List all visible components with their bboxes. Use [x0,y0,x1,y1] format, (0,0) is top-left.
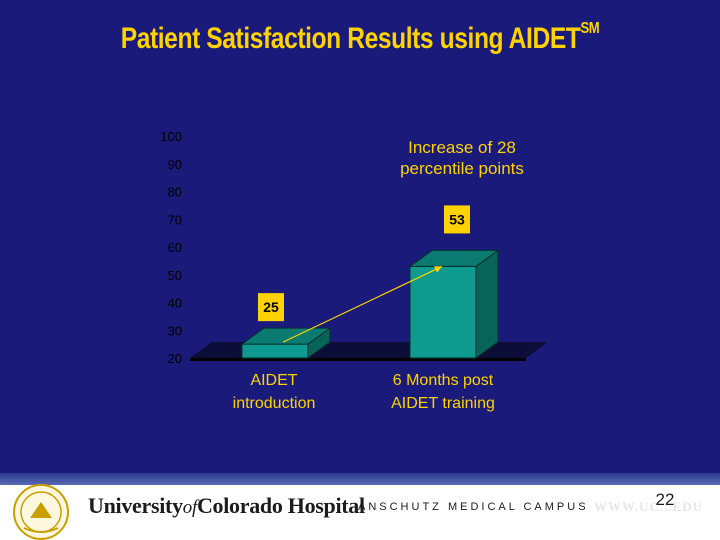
data-label: 53 [449,211,465,227]
y-tick-label: 60 [168,240,182,255]
data-label-box [444,205,470,234]
slide-title: Patient Satisfaction Results using AIDET… [65,20,655,56]
bar-chart: 20 30 40 50 60 70 80 90 100 25 53 AIDET introduction… [160,129,548,412]
category-label: AIDET training [391,395,495,412]
data-label: 25 [263,299,279,315]
campus-name: ANSCHUTZ MEDICAL CAMPUS [358,501,589,513]
slide-background [0,0,720,473]
hospital-wordmark: UniversityofColorado Hospital [88,493,365,519]
hospital-name-part1: University [88,493,183,518]
bar-top [408,249,500,267]
data-label-box [258,293,284,322]
footer-band [0,473,720,485]
slide-title-text: Patient Satisfaction Results using AIDET [120,22,581,55]
y-tick-label: 70 [168,212,182,227]
y-tick-label: 20 [168,351,182,366]
category-label: 6 Months post [393,372,494,389]
page-number: 22 [655,490,675,509]
y-tick-label: 100 [160,129,182,144]
bar-side [475,249,499,359]
trend-arrow [282,265,443,343]
annotation-text: percentile points [400,159,524,178]
bar [241,343,309,359]
category-label: introduction [233,395,316,412]
service-mark: SM [580,20,600,37]
annotation-text: Increase of 28 [408,138,516,157]
y-tick-label: 30 [168,323,182,338]
category-label: AIDET [250,372,297,389]
y-tick-label: 80 [168,185,182,200]
y-tick-label: 40 [168,296,182,311]
bar-top [240,327,332,345]
website-url: WWW.UC...EDU [594,499,704,514]
hospital-name-of: of [182,497,197,518]
y-tick-label: 90 [168,157,182,172]
hospital-name-part2: Colorado Hospital [196,493,365,518]
chart-floor-edge [190,358,526,361]
university-seal-logo [13,484,69,540]
y-tick-label: 50 [168,268,182,283]
bar [409,265,477,359]
footer [0,485,720,540]
